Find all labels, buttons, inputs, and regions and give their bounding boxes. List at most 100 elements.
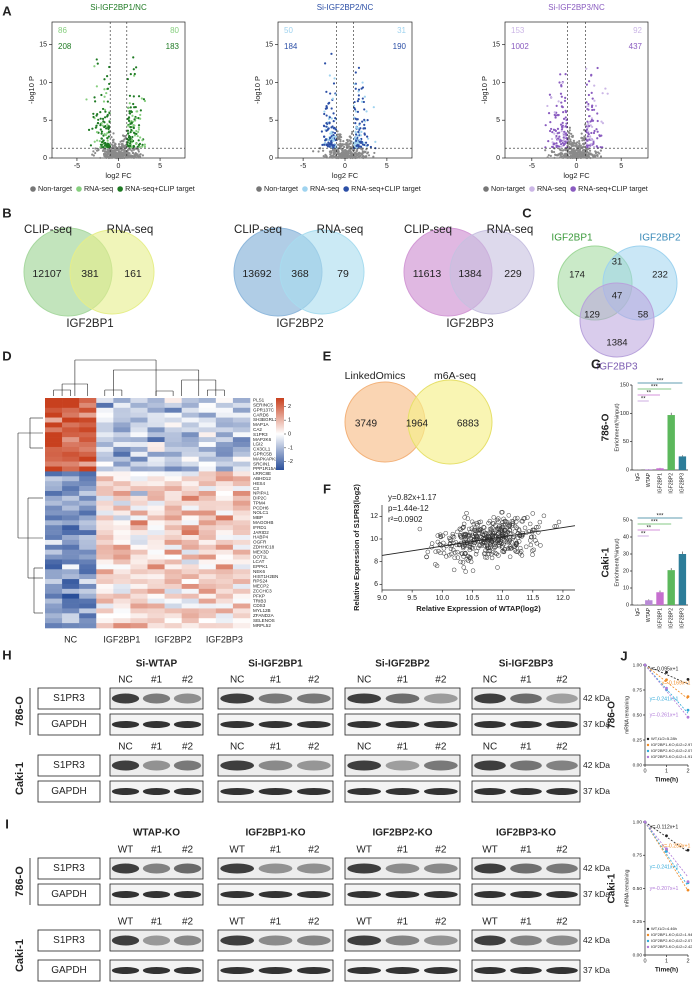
heatmap-cell <box>45 554 63 560</box>
heatmap-cell <box>113 456 131 462</box>
scatter-point <box>508 546 513 551</box>
volcano-point <box>100 122 103 125</box>
volcano-point <box>130 149 133 152</box>
count: 1002 <box>511 42 529 51</box>
volcano-point <box>137 116 140 120</box>
blot-band <box>510 935 542 946</box>
volcano-point <box>591 108 594 112</box>
heatmap-cell <box>198 446 217 453</box>
volcano-point <box>596 119 599 123</box>
volcano-point <box>137 150 140 153</box>
count: 184 <box>284 42 298 51</box>
volcano-point <box>355 133 358 136</box>
protein-label: GAPDH <box>51 965 87 976</box>
volcano-point <box>583 139 586 142</box>
legend-label: WT,t1/2=4.46h <box>651 926 677 931</box>
y-tick-label: 15 <box>492 42 500 49</box>
volcano-point <box>106 75 109 78</box>
volcano-point <box>564 73 567 76</box>
blot-band <box>474 760 506 771</box>
heatmap-cell <box>198 398 217 404</box>
volcano-point <box>358 138 362 141</box>
heatmap-cell <box>62 544 80 551</box>
volcano-point <box>547 112 551 115</box>
scatter-point <box>519 519 524 524</box>
volcano-point <box>107 145 110 148</box>
heatmap-cell <box>164 476 182 482</box>
heatmap-cell <box>215 603 234 609</box>
lane-label: #2 <box>308 675 320 686</box>
volcano-point <box>135 129 138 133</box>
volcano-point <box>130 110 133 114</box>
scatter-point <box>455 549 460 555</box>
heatmap-cell <box>113 442 131 448</box>
volcano-point <box>128 152 131 155</box>
volcano-point <box>366 143 369 147</box>
volcano-point <box>361 152 364 155</box>
group-label: NC <box>64 634 77 644</box>
x-tick-label: 0 <box>643 768 646 774</box>
heatmap-cell <box>232 422 251 428</box>
blot-band <box>474 693 506 704</box>
bar <box>656 592 664 605</box>
heatmap-cell <box>45 451 63 458</box>
lane-label: WT <box>356 917 372 928</box>
gene-label: MAP2K6 <box>253 437 272 442</box>
heatmap-cell <box>113 505 131 511</box>
volcano-point <box>558 135 561 138</box>
heatmap-cell <box>181 588 200 595</box>
count: 1964 <box>406 419 429 430</box>
volcano-point <box>590 91 593 94</box>
volcano-point <box>555 142 558 145</box>
venn-circle <box>69 229 155 315</box>
heatmap-cell <box>45 466 63 472</box>
heatmap-cell <box>130 544 148 551</box>
panel-letter: A <box>2 3 12 18</box>
scatter-point <box>443 530 448 536</box>
volcano-point <box>590 117 594 120</box>
panel-letter: I <box>5 816 9 831</box>
heatmap-cell <box>232 495 251 502</box>
count: 229 <box>504 268 522 280</box>
x-tick-label: 0 <box>117 163 121 170</box>
volcano-point <box>332 82 336 85</box>
heatmap-cell <box>96 525 114 531</box>
volcano-point <box>601 122 605 125</box>
volcano-point <box>136 145 139 148</box>
volcano-point <box>133 74 136 77</box>
blot-band <box>510 693 542 704</box>
heatmap-cell <box>113 569 131 575</box>
heatmap-cell <box>181 500 200 506</box>
heatmap-cell <box>215 544 234 551</box>
protein-box <box>37 883 101 906</box>
heatmap-cell <box>232 510 251 516</box>
protein-label: S1PR3 <box>53 693 85 704</box>
heatmap-cell <box>62 579 80 585</box>
heatmap-cell <box>147 603 165 609</box>
heatmap-cell <box>45 564 63 570</box>
lane-label: #2 <box>556 675 568 686</box>
heatmap-cell <box>198 505 217 511</box>
volcano-point <box>546 104 549 108</box>
heatmap-cell <box>96 442 114 448</box>
heatmap-cell <box>62 486 80 492</box>
volcano-point <box>327 141 330 144</box>
volcano-point <box>333 148 336 151</box>
equation: y=-0.207x+1 <box>650 886 679 892</box>
count: 58 <box>638 310 649 321</box>
scatter-point <box>454 542 460 548</box>
volcano-point <box>323 125 326 128</box>
heatmap-cell <box>62 583 80 590</box>
scatter-point <box>492 550 498 556</box>
scatter-point <box>457 526 463 532</box>
x-tick-label: 9.0 <box>377 595 387 602</box>
volcano-point <box>556 114 559 117</box>
blot-band <box>258 935 293 946</box>
heatmap-cell <box>96 417 114 423</box>
volcano-point <box>551 145 554 148</box>
volcano-point <box>93 96 96 99</box>
heatmap-cell <box>79 442 97 448</box>
volcano-point <box>106 151 109 155</box>
volcano-point <box>105 145 108 148</box>
